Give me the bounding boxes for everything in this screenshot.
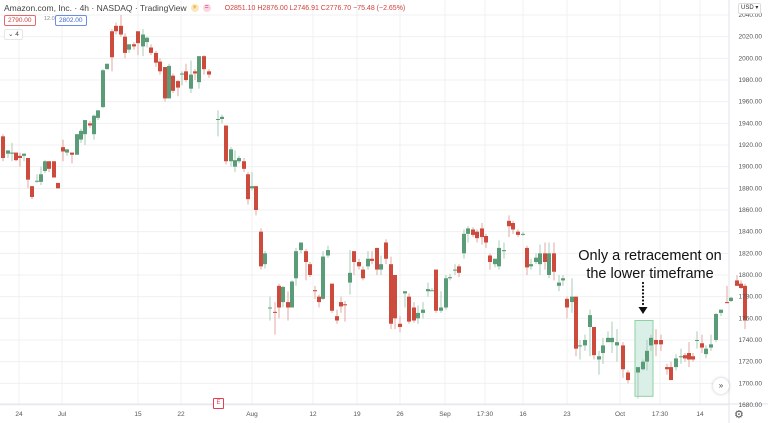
- svg-text:14: 14: [696, 411, 704, 418]
- svg-text:1740.00: 1740.00: [739, 337, 763, 344]
- svg-text:1860.00: 1860.00: [739, 207, 763, 214]
- svg-text:1880.00: 1880.00: [739, 185, 763, 192]
- svg-text:23: 23: [563, 411, 571, 418]
- annotation-line-1: Only a retracement on: [578, 248, 722, 264]
- svg-text:1820.00: 1820.00: [739, 250, 763, 257]
- svg-text:2000.00: 2000.00: [739, 55, 763, 62]
- svg-text:1960.00: 1960.00: [739, 99, 763, 106]
- time-axis[interactable]: 24 Jul 15 22 Aug 12 19 26 Sep 17:30 16 23 Oct 17:30 14: [15, 411, 704, 418]
- buy-price-button[interactable]: 2802.00: [55, 15, 87, 26]
- svg-text:1920.00: 1920.00: [739, 142, 763, 149]
- svg-text:17:30: 17:30: [477, 411, 494, 418]
- scroll-to-realtime-button[interactable]: »: [713, 378, 729, 394]
- spread-value: 12.00: [41, 15, 61, 24]
- svg-text:1760.00: 1760.00: [739, 315, 763, 322]
- earnings-marker-icon[interactable]: E: [213, 398, 224, 409]
- svg-text:26: 26: [396, 411, 404, 418]
- svg-text:15: 15: [134, 411, 142, 418]
- svg-text:1680.00: 1680.00: [739, 402, 763, 409]
- svg-text:2040.00: 2040.00: [739, 12, 763, 19]
- svg-text:1840.00: 1840.00: [739, 229, 763, 236]
- svg-text:Aug: Aug: [246, 411, 258, 418]
- sun-icon[interactable]: ☀: [190, 4, 199, 12]
- svg-text:1980.00: 1980.00: [739, 77, 763, 84]
- svg-text:1720.00: 1720.00: [739, 359, 763, 366]
- equals-icon[interactable]: =: [202, 4, 211, 12]
- svg-text:Oct: Oct: [615, 411, 625, 418]
- svg-text:1780.00: 1780.00: [739, 294, 763, 301]
- svg-text:17:30: 17:30: [652, 411, 669, 418]
- candles: [1, 15, 747, 399]
- svg-text:1900.00: 1900.00: [739, 164, 763, 171]
- svg-text:Jul: Jul: [58, 411, 67, 418]
- svg-text:Sep: Sep: [439, 411, 451, 418]
- price-axis[interactable]: 2040.00 2020.00 2000.00 1980.00 1960.00 1940.…: [739, 12, 763, 409]
- svg-text:16: 16: [519, 411, 527, 418]
- svg-text:12: 12: [309, 411, 317, 418]
- settings-gear-icon[interactable]: ⚙: [734, 409, 744, 421]
- svg-text:19: 19: [353, 411, 361, 418]
- highlight-box: [634, 320, 654, 397]
- ohlc-values: O2851.10 H2876.00 L2746.91 C2776.70 −75.…: [224, 4, 406, 12]
- dotted-arrow-icon: [638, 281, 648, 314]
- annotation-line-2: the lower timeframe: [586, 266, 714, 282]
- svg-text:1940.00: 1940.00: [739, 120, 763, 127]
- annotation-text: Only a retracement on the lower timefram…: [570, 247, 730, 283]
- currency-dropdown[interactable]: USD ▾: [738, 3, 762, 14]
- svg-text:2020.00: 2020.00: [739, 34, 763, 41]
- sell-price-button[interactable]: 2790.00: [4, 15, 36, 26]
- svg-text:24: 24: [15, 411, 23, 418]
- svg-text:1700.00: 1700.00: [739, 380, 763, 387]
- svg-text:22: 22: [177, 411, 185, 418]
- svg-text:1800.00: 1800.00: [739, 272, 763, 279]
- symbol-title[interactable]: Amazon.com, Inc. · 4h · NASDAQ · Trading…: [4, 3, 187, 13]
- chart-header: Amazon.com, Inc. · 4h · NASDAQ · Trading…: [4, 3, 405, 13]
- indicators-toggle[interactable]: ⌄ 4: [4, 29, 23, 40]
